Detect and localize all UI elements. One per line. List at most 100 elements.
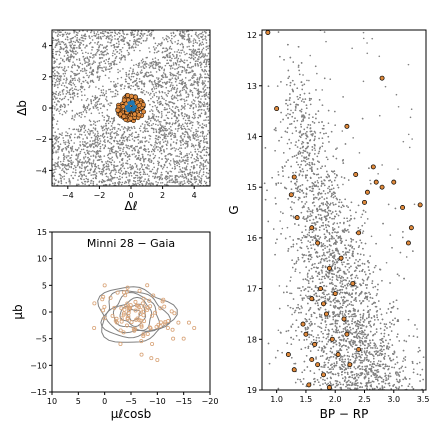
field-star: [61, 98, 64, 100]
field-star: [182, 143, 185, 146]
field-star: [170, 81, 173, 84]
field-star: [161, 129, 164, 131]
field-star: [73, 128, 76, 131]
field-star: [99, 35, 102, 38]
field-star: [135, 39, 137, 42]
field-star: [100, 170, 103, 173]
field-star: [198, 95, 201, 97]
field-star: [188, 53, 191, 56]
field-star: [198, 114, 200, 117]
field-star: [178, 110, 180, 113]
y-tick-label: 10: [37, 255, 47, 264]
pm-member: [133, 327, 138, 332]
field-star: [199, 114, 202, 117]
field-star: [96, 183, 98, 186]
field-star: [111, 60, 114, 63]
field-star: [197, 89, 199, 92]
field-star: [126, 139, 129, 142]
x-tick-label: 0: [128, 191, 133, 200]
pm-member: [139, 339, 144, 344]
field-star: [88, 109, 90, 111]
field-star: [172, 62, 175, 64]
field-star: [60, 174, 62, 177]
pm-member: [133, 308, 138, 313]
field-star: [93, 31, 95, 33]
field-star: [119, 168, 121, 171]
field-star: [90, 182, 92, 184]
field-star: [204, 98, 207, 100]
field-star: [95, 102, 97, 104]
field-star: [78, 166, 81, 168]
field-star: [135, 165, 138, 168]
field-star: [155, 87, 158, 90]
field-star: [189, 61, 192, 64]
field-star: [137, 73, 140, 75]
field-star: [128, 47, 130, 50]
field-star: [193, 81, 196, 84]
pm-member: [154, 324, 159, 329]
pm-member: [133, 299, 138, 304]
field-star: [108, 57, 111, 60]
field-star: [196, 130, 199, 133]
field-star: [81, 68, 84, 70]
field-star: [161, 97, 164, 100]
field-star: [197, 103, 200, 105]
field-star: [183, 180, 186, 182]
field-star: [132, 68, 134, 71]
field-star: [125, 71, 127, 74]
field-star: [201, 157, 204, 159]
field-star: [62, 148, 65, 150]
field-star: [69, 41, 71, 44]
field-star: [61, 66, 63, 69]
field-star: [203, 141, 205, 144]
field-star: [332, 392, 334, 394]
field-star: [184, 81, 187, 84]
field-star: [198, 166, 201, 169]
field-star: [76, 137, 79, 139]
field-star: [98, 103, 101, 105]
field-star: [204, 69, 207, 72]
field-star: [139, 158, 141, 161]
pm-member: [148, 304, 153, 309]
field-star: [154, 175, 157, 178]
field-star: [117, 68, 119, 71]
field-star: [76, 46, 78, 49]
field-star: [160, 86, 163, 89]
field-star: [175, 142, 178, 145]
field-star: [142, 131, 144, 133]
field-star: [73, 119, 75, 121]
field-star: [57, 161, 59, 163]
field-star: [138, 127, 141, 130]
field-star: [179, 150, 181, 153]
field-star: [205, 70, 208, 73]
field-star: [92, 159, 95, 161]
pm-points: [92, 283, 197, 362]
field-star: [183, 84, 186, 87]
field-star: [146, 173, 149, 176]
field-star: [57, 92, 60, 95]
field-star: [113, 169, 115, 172]
field-star: [95, 107, 98, 109]
field-star: [154, 137, 157, 140]
field-star: [152, 116, 155, 119]
field-star: [194, 41, 197, 44]
field-star: [151, 64, 154, 67]
field-star: [107, 32, 110, 35]
field-star: [200, 178, 203, 180]
field-star: [186, 146, 188, 148]
field-star: [128, 136, 130, 138]
field-star: [198, 179, 201, 182]
pm-member: [172, 311, 177, 316]
field-star: [77, 41, 80, 43]
field-star: [155, 128, 157, 131]
field-star: [108, 88, 110, 91]
field-star: [157, 149, 159, 151]
field-star: [105, 172, 108, 175]
field-star: [206, 55, 208, 57]
field-star: [85, 51, 87, 54]
pm-member: [112, 305, 117, 310]
field-star: [193, 50, 195, 52]
field-star: [135, 79, 138, 82]
field-star: [96, 152, 99, 154]
field-star: [91, 130, 94, 132]
